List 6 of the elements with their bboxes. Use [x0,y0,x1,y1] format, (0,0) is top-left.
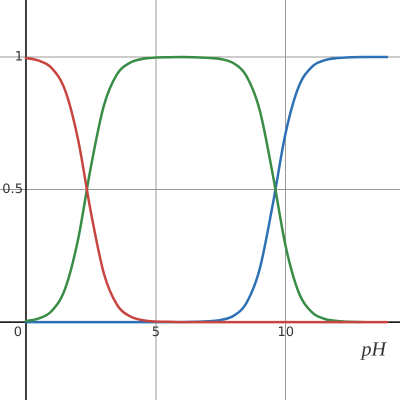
x-tick-label: 5 [152,324,160,340]
x-tick-label: 10 [277,324,294,340]
y-tick-label: 0.5 [2,182,23,197]
x-tick-label: 0 [14,324,22,340]
y-tick-label: 1 [14,49,23,64]
x-axis-title: pH [360,338,388,360]
